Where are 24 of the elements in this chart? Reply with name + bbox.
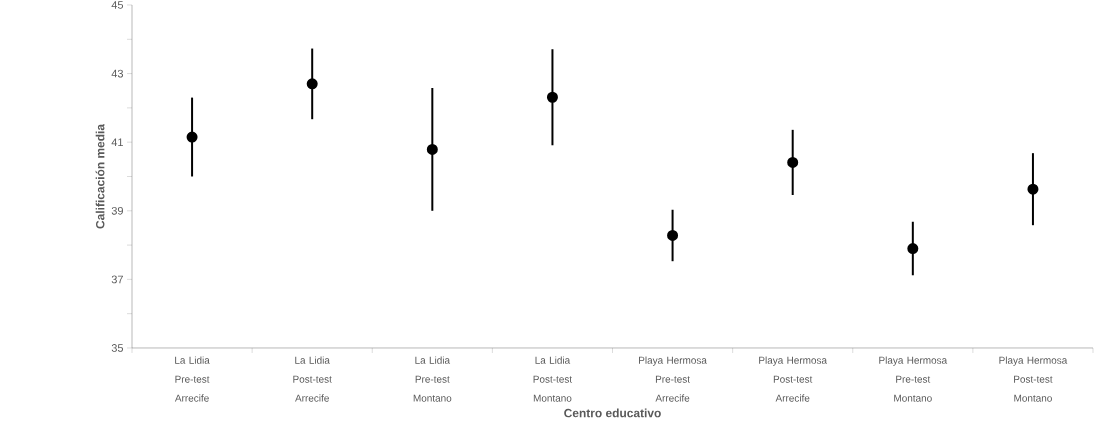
category-label: Playa Hermosa Post-test Montano — [999, 356, 1068, 402]
y-tick-label: 39 — [111, 206, 123, 215]
y-tick-label: 43 — [111, 69, 123, 78]
y-tick-label: 45 — [111, 1, 124, 9]
category-label: Playa Hermosa Pre-test Montano — [879, 356, 948, 402]
category-label: La Lidia Post-test Arrecife — [293, 356, 332, 402]
point — [787, 156, 799, 168]
x-tick-label: Playa Hermosa Pre-test Arrecife — [639, 356, 707, 402]
y-axis-title: Calificación media — [95, 123, 105, 229]
y-tick-label: 35 — [111, 344, 124, 352]
category-label: La Lidia Pre-test Montano — [413, 356, 452, 402]
point — [907, 243, 919, 255]
y-tick-label: 37 — [111, 275, 123, 284]
y-tick-label: 41 — [111, 138, 123, 146]
point — [546, 91, 558, 103]
point — [426, 143, 438, 155]
category-label: La Lidia Pre-test Arrecife — [174, 356, 210, 402]
category-label: La Lidia Post-test Montano — [533, 356, 573, 402]
point — [1027, 183, 1039, 195]
point — [186, 131, 198, 143]
x-tick-label: Playa Hermosa Post-test Arrecife — [759, 356, 828, 402]
x-axis-title: Centro educativo — [564, 408, 661, 418]
point — [306, 78, 318, 90]
point — [667, 229, 679, 241]
